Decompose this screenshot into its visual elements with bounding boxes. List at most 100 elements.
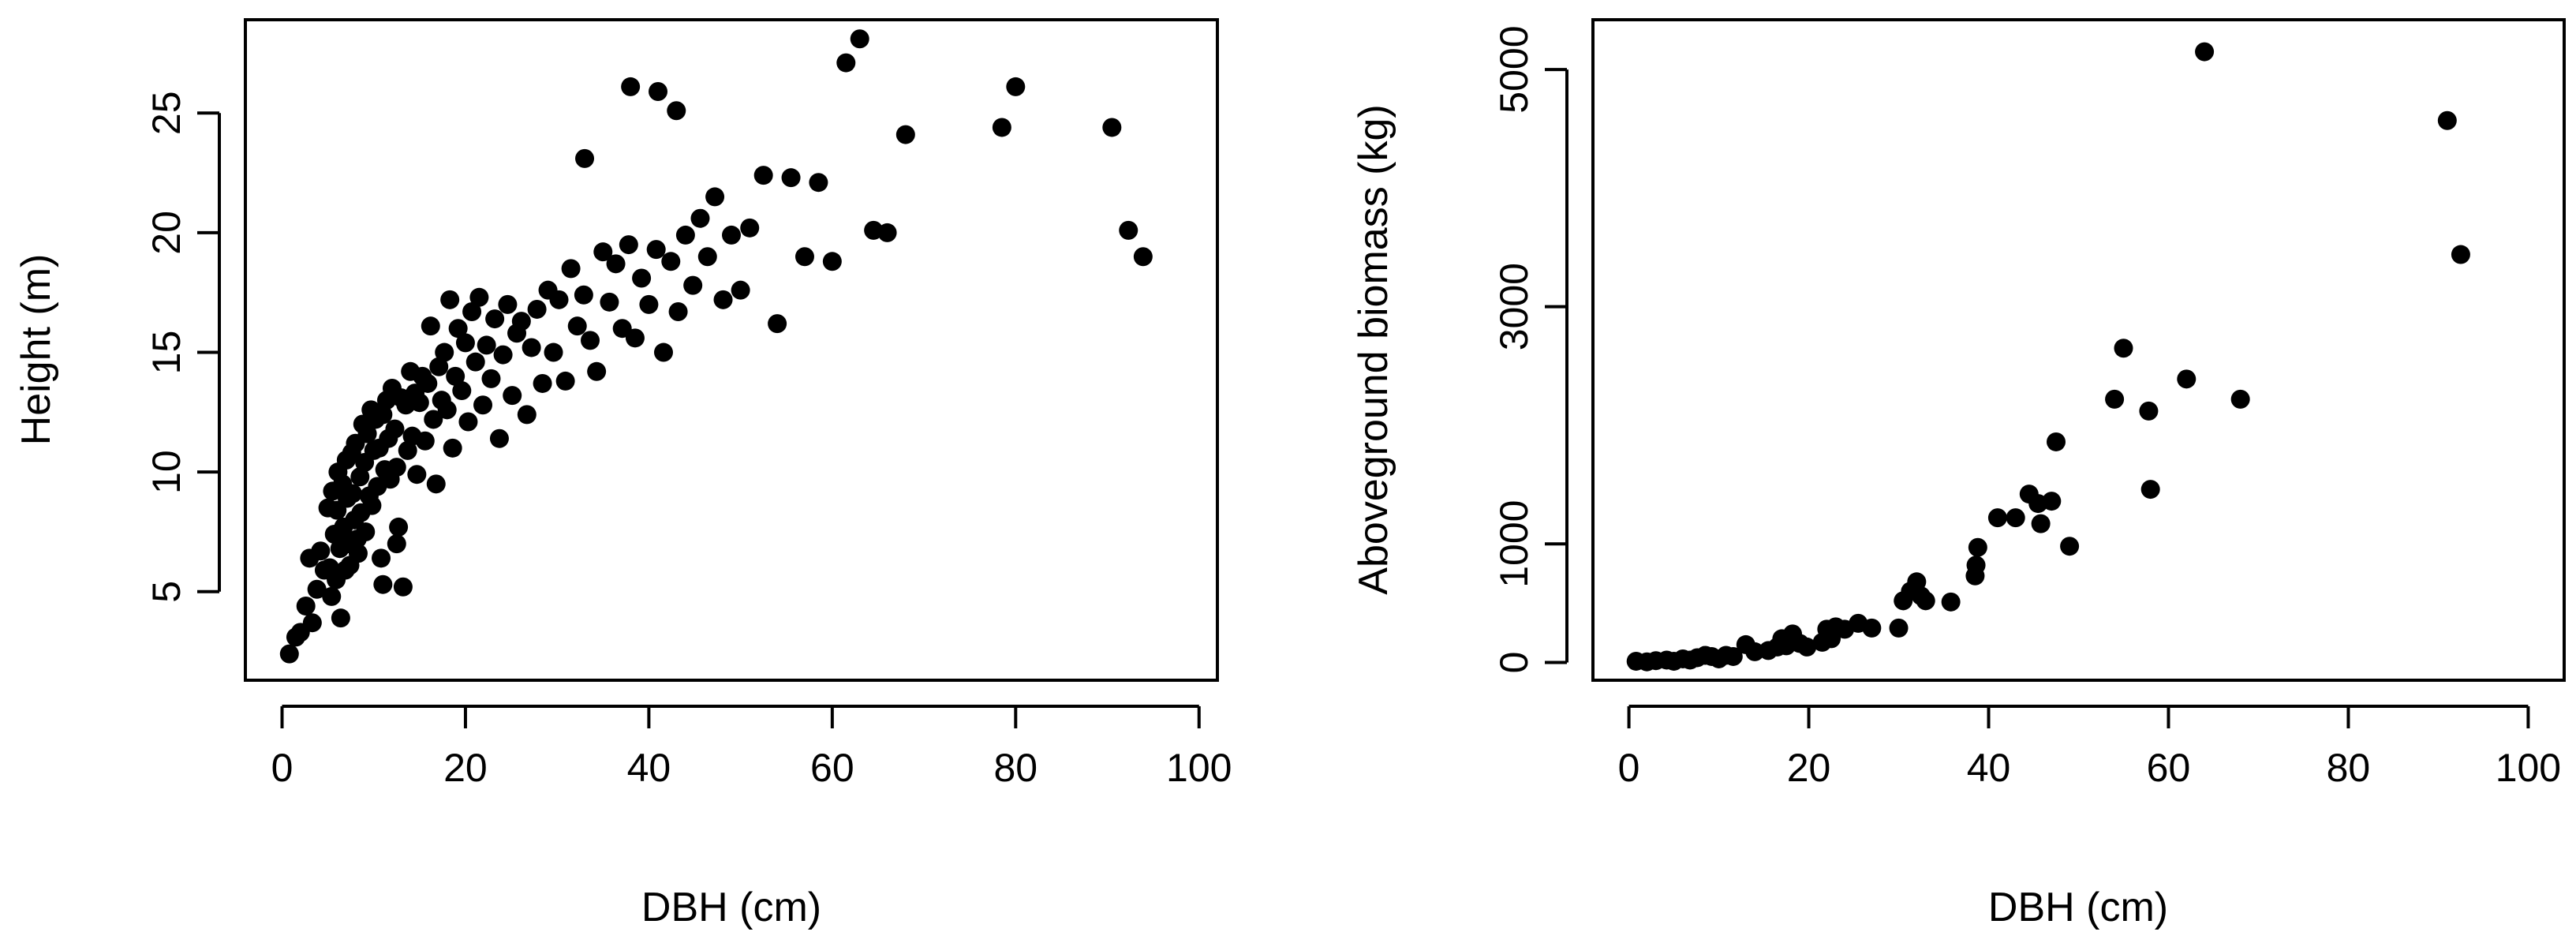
data-point <box>398 440 417 460</box>
data-point <box>527 299 547 319</box>
data-point <box>489 428 509 448</box>
data-point <box>895 125 915 144</box>
data-point <box>415 431 435 451</box>
data-point <box>357 424 377 443</box>
data-point <box>481 369 501 388</box>
data-point <box>373 405 393 425</box>
data-point <box>574 285 593 305</box>
data-point <box>1119 220 1138 240</box>
data-point <box>632 268 652 288</box>
data-point <box>356 522 376 541</box>
data-point <box>455 333 475 353</box>
data-point <box>1102 118 1122 137</box>
data-point <box>794 247 814 267</box>
data-point <box>511 312 531 331</box>
data-point <box>385 419 405 439</box>
data-point <box>690 208 710 228</box>
data-point <box>407 465 427 485</box>
y-tick-label: 20 <box>144 211 189 255</box>
data-point <box>424 410 443 429</box>
data-point <box>2177 369 2197 389</box>
data-point <box>593 242 613 262</box>
data-point <box>587 361 607 381</box>
data-point <box>426 474 446 494</box>
data-point <box>649 81 668 101</box>
x-tick-label: 60 <box>810 746 854 790</box>
data-point <box>296 596 316 616</box>
data-point <box>435 342 454 362</box>
data-point <box>2451 245 2470 264</box>
y-tick-label: 10 <box>144 450 189 494</box>
data-point <box>653 342 673 362</box>
data-point <box>331 608 350 628</box>
data-point <box>473 395 493 415</box>
data-point <box>387 458 406 477</box>
x-tick-label: 20 <box>1787 746 1831 790</box>
data-point <box>517 405 537 425</box>
x-tick-label: 80 <box>2327 746 2371 790</box>
data-point <box>621 77 641 96</box>
x-axis-title: DBH (cm) <box>1988 885 2168 930</box>
data-point <box>575 148 595 168</box>
y-tick-label: 0 <box>1492 652 1536 674</box>
data-point <box>1987 508 2007 528</box>
data-point <box>753 166 773 185</box>
x-axis-title: DBH (cm) <box>641 885 821 930</box>
data-point <box>768 314 787 334</box>
y-axis-title: Height (m) <box>13 254 59 446</box>
data-point <box>1907 572 1927 592</box>
data-point <box>279 644 299 664</box>
data-point <box>387 534 406 554</box>
data-point <box>458 412 478 432</box>
data-point <box>373 574 393 594</box>
data-point <box>389 517 409 537</box>
data-point <box>2047 432 2066 451</box>
data-point <box>544 342 563 362</box>
data-point <box>465 352 485 372</box>
data-point <box>503 386 522 406</box>
data-point <box>522 338 541 357</box>
data-points <box>1626 42 2470 672</box>
y-tick-label: 25 <box>144 91 189 135</box>
data-point <box>1889 618 1909 638</box>
plot-frame <box>244 18 1219 682</box>
data-point <box>619 235 638 255</box>
x-tick-label: 40 <box>627 746 671 790</box>
data-point <box>877 223 897 242</box>
data-point <box>452 381 472 401</box>
data-point <box>448 319 468 339</box>
data-point <box>1723 646 1743 666</box>
data-point <box>639 294 659 314</box>
data-point <box>781 168 801 188</box>
data-point <box>372 548 391 568</box>
y-tick-label: 3000 <box>1492 263 1536 350</box>
data-point <box>393 577 413 597</box>
data-point <box>581 331 600 350</box>
y-axis: 5 10 15 20 25 <box>144 91 221 603</box>
y-tick-label: 5000 <box>1492 25 1536 113</box>
data-points <box>279 29 1153 664</box>
data-point <box>600 292 619 312</box>
y-axis-title: Aboveground biomass (kg) <box>1351 104 1396 594</box>
data-point <box>485 309 505 329</box>
data-point <box>992 118 1011 137</box>
data-point <box>809 173 828 193</box>
data-point <box>555 371 575 391</box>
x-tick-label: 0 <box>271 746 293 790</box>
data-point <box>2006 508 2025 528</box>
data-point <box>1797 637 1817 657</box>
data-point <box>549 290 569 309</box>
y-tick-label: 15 <box>144 331 189 375</box>
data-point <box>713 290 733 309</box>
data-point <box>675 225 695 245</box>
data-point <box>661 252 681 271</box>
data-point <box>1966 556 1986 575</box>
data-point <box>437 400 457 420</box>
data-point <box>1133 247 1153 267</box>
data-point <box>722 225 741 245</box>
data-point <box>2195 42 2215 62</box>
data-point <box>683 275 703 295</box>
data-point <box>667 101 686 121</box>
data-point <box>1916 591 1935 611</box>
data-point <box>342 484 362 503</box>
